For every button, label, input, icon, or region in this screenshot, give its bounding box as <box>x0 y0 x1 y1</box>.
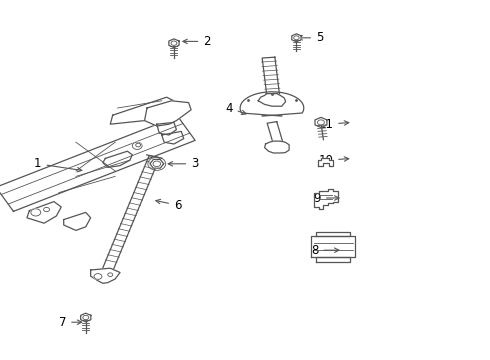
Polygon shape <box>267 122 283 145</box>
Text: 2: 2 <box>183 35 211 48</box>
Text: 3: 3 <box>168 157 198 170</box>
Polygon shape <box>318 158 333 166</box>
Circle shape <box>83 315 89 320</box>
Polygon shape <box>316 232 350 236</box>
Circle shape <box>153 161 161 167</box>
Polygon shape <box>169 39 179 48</box>
Polygon shape <box>0 116 195 211</box>
Circle shape <box>294 36 299 40</box>
Polygon shape <box>265 141 289 153</box>
Text: 11: 11 <box>318 118 349 131</box>
Circle shape <box>94 274 102 279</box>
Polygon shape <box>240 92 304 116</box>
Text: 9: 9 <box>314 192 339 204</box>
Polygon shape <box>314 189 338 209</box>
Polygon shape <box>64 212 91 230</box>
Polygon shape <box>103 151 132 167</box>
Text: 1: 1 <box>34 157 82 172</box>
Polygon shape <box>316 257 350 262</box>
Polygon shape <box>292 34 301 42</box>
Circle shape <box>132 142 142 149</box>
Text: 4: 4 <box>225 102 246 114</box>
Polygon shape <box>162 131 184 144</box>
Polygon shape <box>157 122 176 135</box>
Polygon shape <box>110 97 174 124</box>
Polygon shape <box>315 117 327 127</box>
Text: 7: 7 <box>59 316 82 329</box>
Polygon shape <box>262 57 280 98</box>
Polygon shape <box>81 313 91 322</box>
Circle shape <box>31 209 41 216</box>
Circle shape <box>171 41 177 45</box>
Polygon shape <box>258 94 286 106</box>
Polygon shape <box>91 268 120 283</box>
Polygon shape <box>145 101 191 126</box>
Text: 8: 8 <box>311 244 339 257</box>
Text: 5: 5 <box>298 31 323 44</box>
Polygon shape <box>311 236 355 257</box>
Text: 10: 10 <box>318 154 349 167</box>
Circle shape <box>44 207 49 212</box>
Polygon shape <box>27 202 61 223</box>
Circle shape <box>136 143 141 147</box>
Circle shape <box>318 120 324 125</box>
Text: 6: 6 <box>156 199 181 212</box>
Polygon shape <box>100 156 160 276</box>
Polygon shape <box>150 159 164 168</box>
Circle shape <box>108 273 113 276</box>
